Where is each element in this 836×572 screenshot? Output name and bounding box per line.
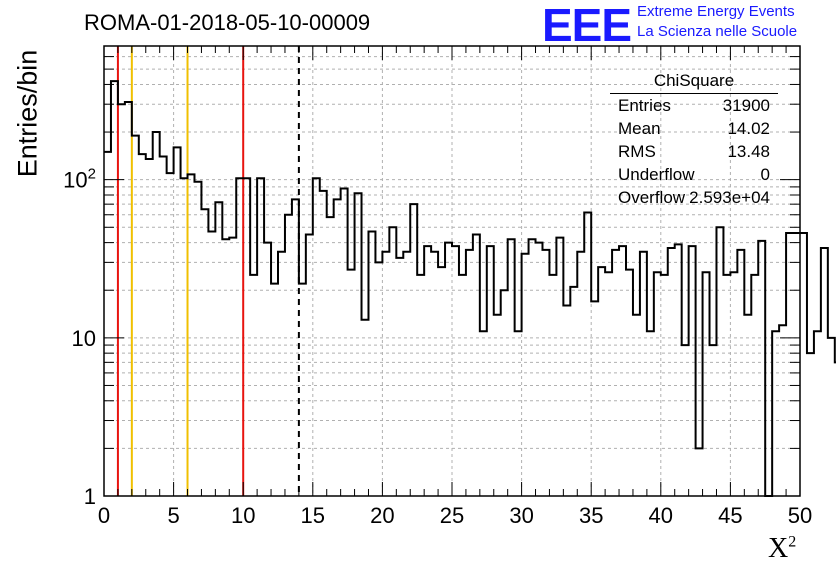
y-tick-label: 10 xyxy=(72,326,96,351)
x-tick-label: 20 xyxy=(370,503,394,528)
stat-label: Underflow xyxy=(618,165,695,184)
stat-value: 14.02 xyxy=(727,119,770,138)
x-tick-label: 5 xyxy=(167,503,179,528)
stat-row-overflow: Overflow 2.593e+04 xyxy=(610,186,778,209)
x-tick-label: 50 xyxy=(788,503,812,528)
axes: 0 5 10 15 20 25 30 35 40 45 50 1 10 102 xyxy=(63,45,812,528)
stat-value: 0 xyxy=(760,165,770,184)
stat-row-entries: Entries 31900 xyxy=(610,94,778,117)
stat-label: RMS xyxy=(618,142,656,161)
stat-value: 31900 xyxy=(722,96,770,115)
stat-value: 13.48 xyxy=(727,142,770,161)
stat-row-rms: RMS 13.48 xyxy=(610,140,778,163)
stats-title: ChiSquare xyxy=(610,70,778,94)
stat-value: 2.593e+04 xyxy=(689,188,770,207)
stat-row-mean: Mean 14.02 xyxy=(610,117,778,140)
x-tick-label: 10 xyxy=(231,503,255,528)
x-tick-label: 45 xyxy=(718,503,742,528)
stat-label: Overflow xyxy=(618,188,686,207)
chart-title: ROMA-01-2018-05-10-00009 xyxy=(84,10,371,35)
y-tick-label: 1 xyxy=(84,484,96,509)
y-tick-label: 102 xyxy=(63,166,96,193)
x-tick-label: 30 xyxy=(509,503,533,528)
histogram-series xyxy=(104,80,836,497)
x-tick-label: 25 xyxy=(440,503,464,528)
x-axis-label-superscript: 2 xyxy=(788,533,797,551)
stats-box: ChiSquare Entries 31900 Mean 14.02 RMS 1… xyxy=(610,70,778,209)
y-axis-label: Entries/bin xyxy=(12,49,43,178)
logo-subtitle-line2: La Scienza nelle Scuole xyxy=(637,23,798,40)
x-tick-label: 15 xyxy=(301,503,325,528)
stat-label: Mean xyxy=(618,119,661,138)
x-tick-label: 0 xyxy=(98,503,110,528)
x-tick-label: 35 xyxy=(579,503,603,528)
x-tick-label: 40 xyxy=(649,503,673,528)
stat-row-underflow: Underflow 0 xyxy=(610,163,778,186)
x-axis-label: X2 xyxy=(768,533,796,565)
eee-logo: EEE xyxy=(542,0,632,51)
x-axis-label-text: X xyxy=(768,533,789,564)
logo-subtitle-line1: Extreme Energy Events xyxy=(637,3,795,20)
stat-label: Entries xyxy=(618,96,671,115)
